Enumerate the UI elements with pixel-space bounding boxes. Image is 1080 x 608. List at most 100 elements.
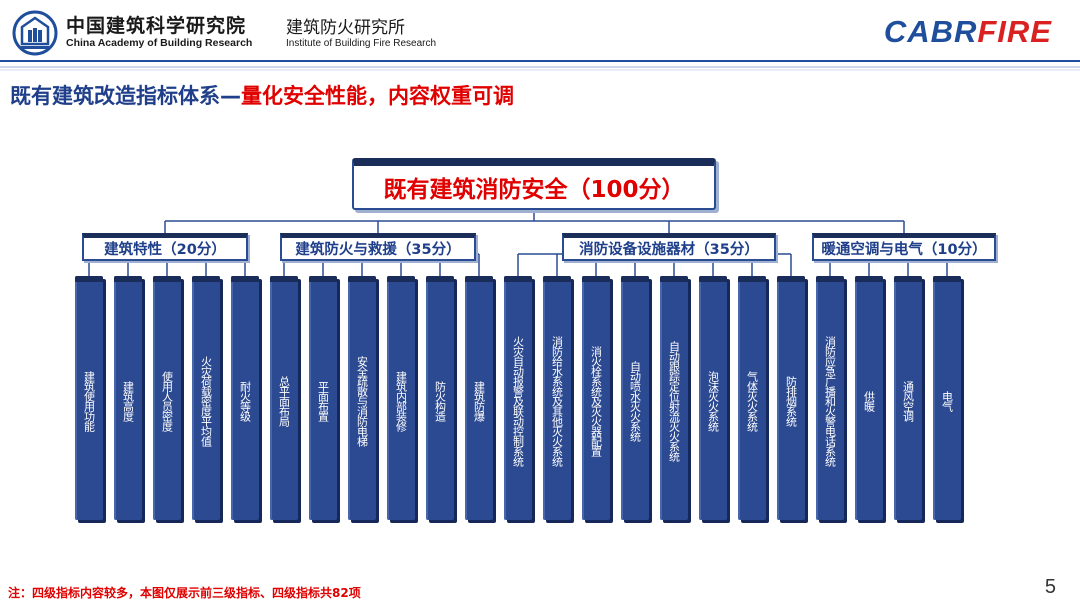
leaf-node-label: 防火构造 bbox=[433, 381, 447, 421]
leaf-node-label: 使用人员密度 bbox=[160, 371, 174, 431]
institute-name-cn: 建筑防火研究所 bbox=[286, 18, 405, 38]
tree-leaf-node: 使用人员密度 bbox=[153, 276, 181, 520]
leaf-node-label: 安全疏散与消防电梯 bbox=[355, 356, 369, 446]
leaf-node-text-wrap: 总平面布局 bbox=[270, 282, 298, 520]
leaf-node-text-wrap: 消防给水系统及其他灭火系统 bbox=[543, 282, 571, 520]
leaf-node-label: 通风空调 bbox=[901, 381, 915, 421]
leaf-node-cap bbox=[75, 276, 103, 282]
leaf-node-text-wrap: 耐火等级 bbox=[231, 282, 259, 520]
tree-root-node: 既有建筑消防安全（100分） bbox=[352, 158, 716, 210]
leaf-node-cap bbox=[270, 276, 298, 282]
leaf-node-text-wrap: 火灾自动报警及联动控制系统 bbox=[504, 282, 532, 520]
leaf-node-cap bbox=[660, 276, 688, 282]
org-name-en: China Academy of Building Research bbox=[66, 37, 253, 49]
leaf-node-text-wrap: 消火栓系统及灭火器配置 bbox=[582, 282, 610, 520]
tree-leaf-node: 供暖 bbox=[855, 276, 883, 520]
leaf-node-text-wrap: 安全疏散与消防电梯 bbox=[348, 282, 376, 520]
leaf-node-cap bbox=[699, 276, 727, 282]
tree-leaf-node: 安全疏散与消防电梯 bbox=[348, 276, 376, 520]
leaf-node-cap bbox=[114, 276, 142, 282]
tree-leaf-node: 火灾自动报警及联动控制系统 bbox=[504, 276, 532, 520]
leaf-node-text-wrap: 火灾荷载密度平均值 bbox=[192, 282, 220, 520]
leaf-node-label: 自动跟踪定位射流灭火系统 bbox=[667, 341, 681, 461]
leaf-node-label: 总平面布局 bbox=[277, 376, 291, 426]
leaf-node-text-wrap: 供暖 bbox=[855, 282, 883, 520]
leaf-node-text-wrap: 泡沫灭火系统 bbox=[699, 282, 727, 520]
institute-name-en: Institute of Building Fire Research bbox=[286, 38, 437, 49]
slide-title-part2: 量化安全性能，内容权重可调 bbox=[241, 84, 514, 108]
tree-leaf-node: 建筑内部装修 bbox=[387, 276, 415, 520]
tree-leaf-node: 火灾荷载密度平均值 bbox=[192, 276, 220, 520]
leaf-node-cap bbox=[192, 276, 220, 282]
leaf-node-cap bbox=[309, 276, 337, 282]
leaf-node-cap bbox=[231, 276, 259, 282]
leaf-node-cap bbox=[816, 276, 844, 282]
org-name-cn: 中国建筑科学研究院 bbox=[66, 15, 247, 37]
slide-title: 既有建筑改造指标体系—量化安全性能，内容权重可调 bbox=[10, 80, 514, 110]
leaf-node-text-wrap: 电气 bbox=[933, 282, 961, 520]
tree-leaf-node: 消火栓系统及灭火器配置 bbox=[582, 276, 610, 520]
brand-logo-part2: FIRE bbox=[977, 14, 1052, 49]
slide-title-part1: 既有建筑改造指标体系— bbox=[10, 84, 241, 108]
tree-leaf-node: 建筑防爆 bbox=[465, 276, 493, 520]
leaf-node-cap bbox=[777, 276, 805, 282]
tree-leaf-node: 电气 bbox=[933, 276, 961, 520]
leaf-node-label: 消防应急广播和火警电话系统 bbox=[823, 336, 837, 466]
leaf-node-cap bbox=[855, 276, 883, 282]
tree-group-node: 建筑特性（20分） bbox=[82, 233, 248, 261]
leaf-node-label: 火灾自动报警及联动控制系统 bbox=[511, 336, 525, 466]
leaf-node-cap bbox=[465, 276, 493, 282]
tree-leaf-node: 消防给水系统及其他灭火系统 bbox=[543, 276, 571, 520]
leaf-node-text-wrap: 建筑内部装修 bbox=[387, 282, 415, 520]
tree-group-node: 消防设备设施器材（35分） bbox=[562, 233, 776, 261]
brand-logo: CABRFIRE bbox=[884, 14, 1052, 50]
leaf-node-label: 建筑高度 bbox=[121, 381, 135, 421]
leaf-node-label: 建筑内部装修 bbox=[394, 371, 408, 431]
leaf-node-label: 供暖 bbox=[862, 391, 876, 411]
tree-leaf-node: 建筑高度 bbox=[114, 276, 142, 520]
cabr-emblem-icon bbox=[12, 10, 58, 56]
leaf-node-text-wrap: 使用人员密度 bbox=[153, 282, 181, 520]
tree-leaf-node: 总平面布局 bbox=[270, 276, 298, 520]
tree-leaf-node: 通风空调 bbox=[894, 276, 922, 520]
leaf-node-label: 防排烟系统 bbox=[784, 376, 798, 426]
leaf-node-label: 泡沫灭火系统 bbox=[706, 371, 720, 431]
leaf-node-cap bbox=[426, 276, 454, 282]
tree-leaf-node: 防排烟系统 bbox=[777, 276, 805, 520]
leaf-node-cap bbox=[894, 276, 922, 282]
leaf-node-text-wrap: 通风空调 bbox=[894, 282, 922, 520]
leaf-node-label: 耐火等级 bbox=[238, 381, 252, 421]
leaf-node-label: 消防给水系统及其他灭火系统 bbox=[550, 336, 564, 466]
tree-leaf-node: 平面布置 bbox=[309, 276, 337, 520]
leaf-node-label: 气体灭火系统 bbox=[745, 371, 759, 431]
leaf-node-text-wrap: 建筑高度 bbox=[114, 282, 142, 520]
leaf-node-text-wrap: 自动跟踪定位射流灭火系统 bbox=[660, 282, 688, 520]
leaf-node-cap bbox=[933, 276, 961, 282]
leaf-node-label: 建筑使用功能 bbox=[82, 371, 96, 431]
leaf-node-text-wrap: 建筑使用功能 bbox=[75, 282, 103, 520]
leaf-node-text-wrap: 自动喷水灭火系统 bbox=[621, 282, 649, 520]
leaf-node-text-wrap: 建筑防爆 bbox=[465, 282, 493, 520]
slide-header: 中国建筑科学研究院 China Academy of Building Rese… bbox=[0, 0, 1080, 71]
tree-leaf-node: 自动跟踪定位射流灭火系统 bbox=[660, 276, 688, 520]
leaf-node-cap bbox=[153, 276, 181, 282]
tree-leaf-node: 自动喷水灭火系统 bbox=[621, 276, 649, 520]
tree-group-node: 建筑防火与救援（35分） bbox=[280, 233, 476, 261]
leaf-node-text-wrap: 平面布置 bbox=[309, 282, 337, 520]
leaf-node-cap bbox=[621, 276, 649, 282]
leaf-node-text-wrap: 防排烟系统 bbox=[777, 282, 805, 520]
tree-group-node: 暖通空调与电气（10分） bbox=[812, 233, 996, 261]
leaf-node-label: 自动喷水灭火系统 bbox=[628, 361, 642, 441]
leaf-node-cap bbox=[582, 276, 610, 282]
brand-logo-part1: CABR bbox=[883, 14, 978, 49]
leaf-node-text-wrap: 消防应急广播和火警电话系统 bbox=[816, 282, 844, 520]
page-number: 5 bbox=[1044, 576, 1056, 598]
leaf-node-cap bbox=[738, 276, 766, 282]
leaf-node-cap bbox=[504, 276, 532, 282]
leaf-node-label: 平面布置 bbox=[316, 381, 330, 421]
tree-leaf-node: 耐火等级 bbox=[231, 276, 259, 520]
leaf-node-cap bbox=[387, 276, 415, 282]
tree-leaf-node: 建筑使用功能 bbox=[75, 276, 103, 520]
leaf-node-label: 电气 bbox=[940, 391, 954, 411]
header-divider bbox=[0, 60, 1080, 71]
